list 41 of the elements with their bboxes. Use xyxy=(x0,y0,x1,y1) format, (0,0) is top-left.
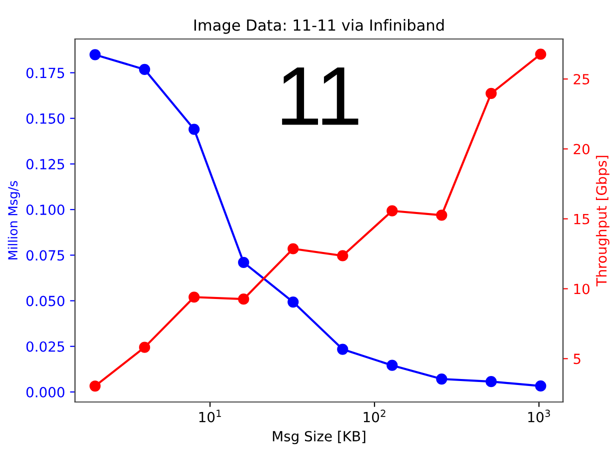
point xyxy=(337,250,348,262)
y2-tick-label: 15 xyxy=(574,214,590,224)
x-tick-label: 10$^{2}$ xyxy=(364,410,386,422)
point xyxy=(386,205,398,216)
point xyxy=(337,344,348,355)
point xyxy=(188,124,200,135)
point xyxy=(486,376,497,388)
point xyxy=(486,88,497,99)
y-axis-title: Million Msg/s xyxy=(8,181,20,260)
point xyxy=(535,380,546,392)
y2-tick-label: 10 xyxy=(574,284,590,294)
chart-title: Image Data: 11-11 via Infiniband xyxy=(194,19,444,34)
point xyxy=(238,294,250,305)
y-tick-label: 0.100 xyxy=(26,204,64,216)
point xyxy=(188,292,200,303)
y2-tick-label: 25 xyxy=(574,74,590,84)
y-tick-label: 0.025 xyxy=(26,341,64,352)
y2-tick-label: 20 xyxy=(574,144,590,154)
point xyxy=(139,342,150,353)
x-tick-label: 10$^{1}$ xyxy=(199,410,221,422)
y-tick-label: 0.125 xyxy=(26,158,64,170)
x-tick-label: 10$^{3}$ xyxy=(528,410,550,422)
y-tick-label: 0.075 xyxy=(26,250,64,261)
point xyxy=(288,296,299,308)
point xyxy=(238,256,250,268)
point xyxy=(535,48,546,60)
point xyxy=(139,64,150,76)
x-axis-title: Msg Size [KB] xyxy=(272,430,366,444)
y-tick-label: 0.000 xyxy=(26,386,64,398)
y2-tick-label: 5 xyxy=(574,354,580,364)
point xyxy=(90,49,101,60)
y-tick-label: 0.175 xyxy=(26,68,64,78)
point xyxy=(386,360,398,371)
y-tick-label: 0.050 xyxy=(26,296,64,306)
annotation: 11 xyxy=(282,67,358,125)
point xyxy=(288,243,299,254)
point xyxy=(436,210,448,221)
point xyxy=(436,373,448,385)
point xyxy=(90,380,101,392)
y2-axis-title: Throughput [Gbps] xyxy=(596,156,610,286)
y-tick-label: 0.150 xyxy=(26,113,64,124)
